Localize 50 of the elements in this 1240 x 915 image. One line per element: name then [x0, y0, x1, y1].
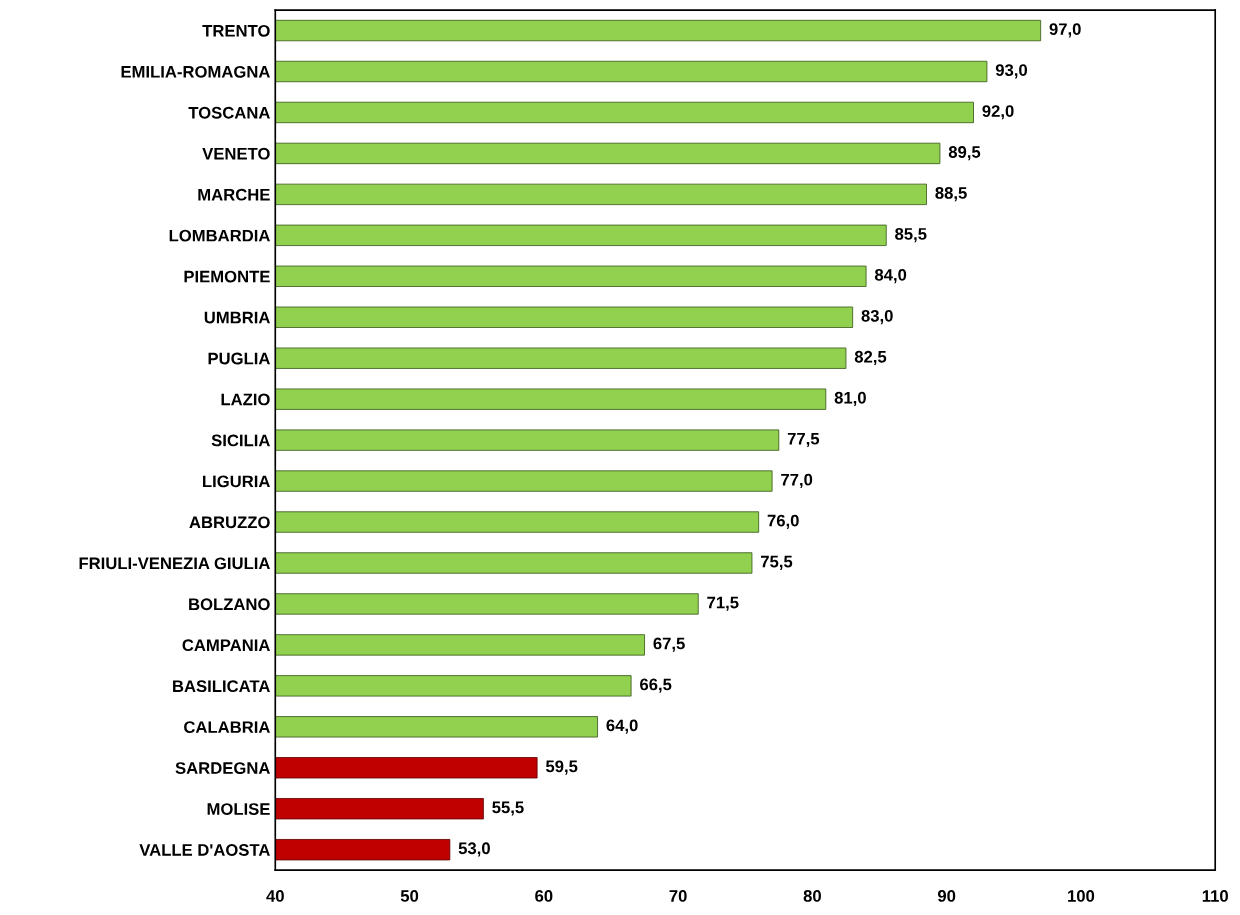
- data-label: 88,5: [935, 187, 967, 202]
- y-tick-label: LAZIO: [221, 393, 270, 406]
- x-tick-label: 70: [669, 890, 687, 902]
- x-tick-label: 80: [803, 890, 821, 902]
- y-tick-label: ABRUZZO: [189, 516, 270, 529]
- y-tick-label: CAMPANIA: [182, 639, 270, 652]
- data-label: 77,0: [781, 473, 813, 488]
- y-tick-label: CALABRIA: [184, 721, 270, 734]
- x-tick-label: 100: [1068, 890, 1095, 902]
- data-label: 59,5: [545, 760, 578, 775]
- data-label: 77,5: [787, 432, 820, 448]
- data-label: 85,5: [895, 228, 927, 243]
- y-tick-label: BASILICATA: [173, 680, 270, 693]
- data-label: 75,5: [761, 555, 793, 570]
- x-tick-label: 90: [937, 890, 956, 902]
- y-tick-label: SARDEGNA: [175, 762, 270, 774]
- data-label: 53,0: [458, 842, 490, 857]
- data-label: 81,0: [834, 391, 866, 407]
- data-label: 92,0: [982, 105, 1014, 120]
- data-label: 82,5: [854, 350, 887, 366]
- y-tick-label: TRENTO: [202, 24, 270, 37]
- y-tick-label: VENETO: [202, 147, 270, 160]
- x-tick-label: 110: [1202, 890, 1228, 902]
- x-tick-label: 40: [266, 890, 284, 902]
- data-label: 83,0: [861, 309, 893, 325]
- data-label: 55,5: [492, 801, 524, 816]
- data-label: 71,5: [707, 596, 739, 611]
- y-tick-label: LOMBARDIA: [169, 229, 270, 242]
- y-tick-label: VALLE D'AOSTA: [139, 844, 270, 856]
- data-label: 66,5: [640, 678, 672, 693]
- data-label: 67,5: [653, 637, 685, 652]
- y-tick-label: MOLISE: [207, 803, 270, 815]
- x-tick-label: 50: [400, 890, 419, 902]
- y-tick-label: PUGLIA: [208, 352, 270, 365]
- y-tick-label: SICILIA: [211, 434, 270, 447]
- data-label: 64,0: [606, 719, 638, 734]
- data-label: 89,5: [948, 146, 981, 161]
- y-tick-label: BOLZANO: [189, 598, 270, 611]
- y-tick-label: FRIULI-VENEZIA GIULIA: [79, 557, 270, 570]
- data-label: 93,0: [995, 64, 1028, 79]
- y-tick-label: EMILIA-ROMAGNA: [121, 65, 270, 78]
- data-label: 76,0: [767, 514, 799, 529]
- data-label: 84,0: [874, 268, 907, 284]
- x-tick-label: 60: [535, 890, 553, 902]
- y-tick-label: LIGURIA: [203, 475, 270, 488]
- y-tick-label: UMBRIA: [204, 311, 270, 324]
- y-tick-label: MARCHE: [198, 188, 270, 201]
- y-tick-label: PIEMONTE: [184, 270, 270, 283]
- y-tick-label: TOSCANA: [188, 106, 270, 119]
- data-label: 97,0: [1049, 23, 1081, 38]
